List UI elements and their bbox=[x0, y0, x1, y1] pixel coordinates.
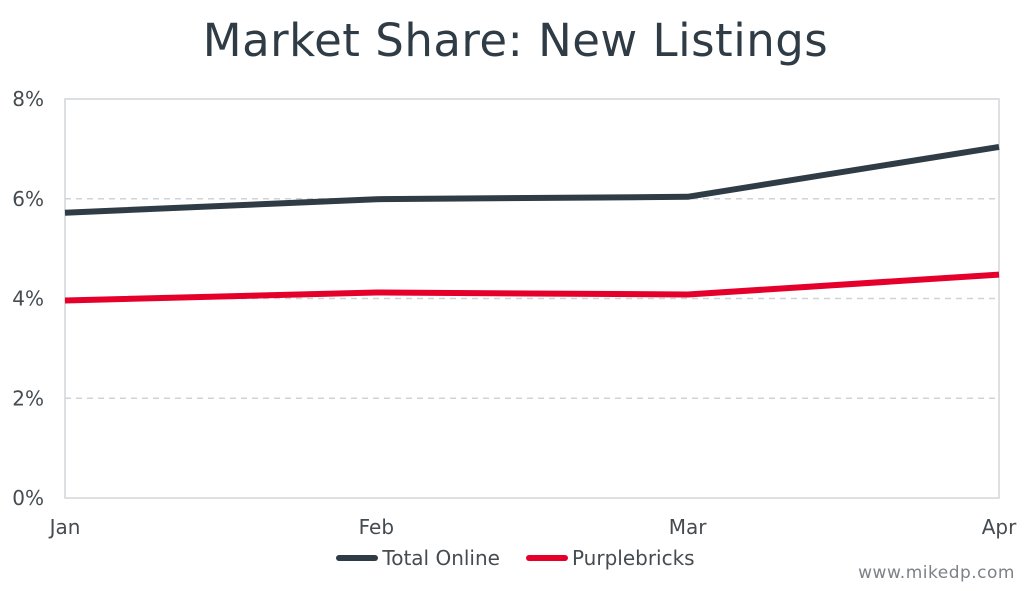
y-tick-label: 8% bbox=[12, 87, 44, 111]
y-tick-label: 0% bbox=[12, 486, 44, 510]
y-tick-label: 4% bbox=[12, 287, 44, 311]
legend-label-purplebricks: Purplebricks bbox=[571, 546, 695, 570]
x-tick-label: Apr bbox=[982, 515, 1017, 539]
series-line-total-online bbox=[64, 143, 1000, 216]
x-tick-label: Jan bbox=[48, 515, 81, 539]
x-tick-label: Feb bbox=[359, 515, 394, 539]
x-axis-ticks: Jan Feb Mar Apr bbox=[48, 515, 1017, 539]
chart-title: Market Share: New Listings bbox=[202, 14, 829, 67]
legend-item-total-online: Total Online bbox=[336, 546, 500, 570]
legend: Total Online Purplebricks bbox=[0, 546, 1031, 570]
y-tick-label: 2% bbox=[12, 386, 44, 410]
legend-swatch-total-online bbox=[336, 555, 379, 561]
x-tick-label: Mar bbox=[669, 515, 708, 539]
series-lines bbox=[64, 143, 1000, 304]
legend-label-total-online: Total Online bbox=[382, 546, 500, 570]
legend-swatch-purplebricks bbox=[525, 555, 568, 561]
watermark: www.mikedp.com bbox=[858, 563, 1015, 583]
legend-item-purplebricks: Purplebricks bbox=[525, 546, 695, 570]
y-tick-label: 6% bbox=[12, 187, 44, 211]
series-line-purplebricks bbox=[64, 271, 1000, 304]
y-axis-ticks: 0% 2% 4% 6% 8% bbox=[12, 87, 44, 510]
